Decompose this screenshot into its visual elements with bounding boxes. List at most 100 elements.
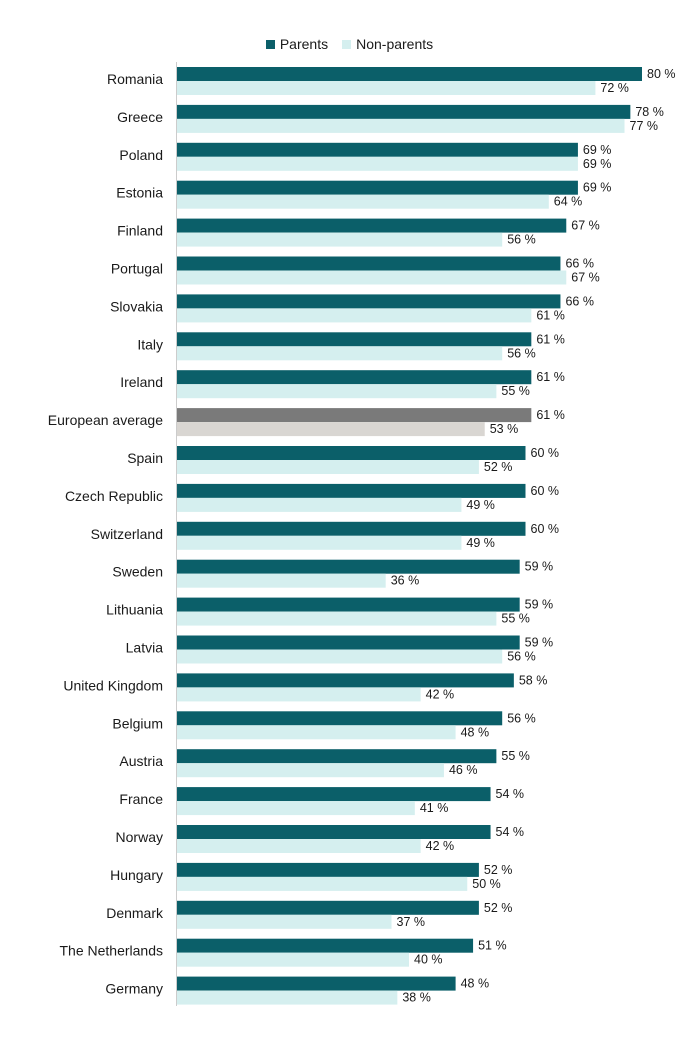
- bar-non-parents-belgium: [176, 725, 456, 740]
- value-label-parents-sweden: 59 %: [525, 560, 554, 574]
- value-label-non-parents-switzerland: 49 %: [466, 536, 495, 550]
- bar-non-parents-austria: [176, 763, 444, 778]
- value-label-parents-belgium: 56 %: [507, 711, 536, 725]
- category-label-finland: Finland: [117, 223, 163, 239]
- legend-label-non-parents: Non-parents: [356, 36, 434, 52]
- bar-parents-united-kingdom: [176, 673, 514, 688]
- value-label-non-parents-norway: 42 %: [426, 839, 455, 853]
- value-label-non-parents-estonia: 64 %: [554, 195, 583, 209]
- bar-parents-spain: [176, 446, 526, 460]
- value-label-non-parents-finland: 56 %: [507, 233, 536, 247]
- value-label-non-parents-czech-republic: 49 %: [466, 498, 495, 512]
- category-label-estonia: Estonia: [116, 185, 163, 201]
- value-label-non-parents-belgium: 48 %: [461, 725, 490, 739]
- legend-item-parents: Parents: [265, 36, 328, 52]
- legend-swatch-non-parents: [342, 39, 352, 49]
- bar-parents-slovakia: [176, 294, 561, 309]
- category-label-norway: Norway: [116, 829, 163, 845]
- value-label-non-parents-lithuania: 55 %: [501, 612, 530, 626]
- bar-non-parents-estonia: [176, 194, 549, 209]
- value-label-non-parents-european-average: 53 %: [490, 422, 518, 436]
- category-label-austria: Austria: [119, 753, 163, 769]
- value-label-non-parents-italy: 56 %: [507, 346, 536, 360]
- category-label-italy: Italy: [137, 336, 163, 352]
- value-label-non-parents-denmark: 37 %: [397, 915, 426, 929]
- category-label-ireland: Ireland: [120, 374, 163, 390]
- value-label-non-parents-ireland: 55 %: [501, 384, 530, 398]
- category-label-switzerland: Switzerland: [91, 526, 163, 542]
- category-label-slovakia: Slovakia: [110, 298, 163, 314]
- bar-parents-poland: [176, 142, 578, 157]
- value-label-parents-denmark: 52 %: [484, 901, 513, 915]
- bar-non-parents-norway: [176, 839, 421, 853]
- value-label-non-parents-the-netherlands: 40 %: [414, 953, 443, 967]
- value-label-parents-hungary: 52 %: [484, 863, 513, 877]
- category-label-hungary: Hungary: [110, 867, 163, 883]
- value-label-parents-austria: 55 %: [501, 749, 530, 763]
- bar-parents-norway: [176, 825, 491, 839]
- category-label-portugal: Portugal: [111, 261, 163, 277]
- bar-non-parents-czech-republic: [176, 497, 462, 512]
- bar-non-parents-lithuania: [176, 611, 497, 626]
- value-label-non-parents-france: 41 %: [420, 801, 449, 815]
- bar-non-parents-poland: [176, 156, 578, 171]
- value-label-non-parents-portugal: 67 %: [571, 271, 600, 285]
- bar-parents-denmark: [176, 900, 479, 915]
- bar-non-parents-ireland: [176, 384, 497, 399]
- bar-parents-belgium: [176, 711, 503, 726]
- value-label-non-parents-austria: 46 %: [449, 763, 478, 777]
- bar-parents-latvia: [176, 635, 520, 650]
- category-label-united-kingdom: United Kingdom: [63, 677, 163, 693]
- legend-item-non-parents: Non-parents: [342, 36, 433, 52]
- category-label-spain: Spain: [127, 450, 163, 466]
- value-label-parents-finland: 67 %: [571, 219, 600, 233]
- value-label-parents-portugal: 66 %: [565, 257, 594, 271]
- category-label-belgium: Belgium: [112, 715, 163, 731]
- category-label-denmark: Denmark: [106, 905, 164, 921]
- bar-parents-finland: [176, 218, 567, 233]
- bar-non-parents-latvia: [176, 649, 503, 664]
- value-label-parents-lithuania: 59 %: [525, 598, 554, 612]
- value-label-non-parents-latvia: 56 %: [507, 650, 536, 664]
- value-label-non-parents-romania: 72 %: [600, 81, 629, 95]
- bar-parents-greece: [176, 104, 631, 119]
- bar-non-parents-united-kingdom: [176, 687, 421, 702]
- category-label-the-netherlands: The Netherlands: [59, 943, 163, 959]
- value-label-non-parents-spain: 52 %: [484, 460, 513, 474]
- bar-parents-sweden: [176, 559, 520, 574]
- bar-parents-portugal: [176, 256, 561, 271]
- value-label-parents-norway: 54 %: [496, 825, 525, 839]
- category-label-latvia: Latvia: [126, 640, 164, 656]
- bar-non-parents-slovakia: [176, 308, 532, 323]
- value-label-parents-latvia: 59 %: [525, 636, 554, 650]
- value-label-non-parents-slovakia: 61 %: [536, 308, 565, 322]
- category-label-sweden: Sweden: [112, 564, 163, 580]
- bar-parents-european-average: [176, 408, 532, 423]
- value-label-parents-switzerland: 60 %: [531, 522, 560, 536]
- value-label-parents-united-kingdom: 58 %: [519, 673, 548, 687]
- value-label-parents-spain: 60 %: [531, 446, 560, 460]
- value-label-non-parents-greece: 77 %: [630, 119, 659, 133]
- value-label-parents-italy: 61 %: [536, 332, 565, 346]
- bar-parents-france: [176, 787, 491, 802]
- bar-non-parents-france: [176, 801, 415, 816]
- bar-parents-italy: [176, 332, 532, 347]
- bar-parents-hungary: [176, 862, 479, 877]
- bar-parents-the-netherlands: [176, 938, 474, 953]
- bar-non-parents-switzerland: [176, 535, 462, 550]
- bar-parents-germany: [176, 976, 456, 991]
- legend: Parents Non-parents: [0, 36, 699, 52]
- category-label-czech-republic: Czech Republic: [65, 488, 163, 504]
- legend-swatch-parents: [265, 39, 275, 49]
- bar-parents-czech-republic: [176, 483, 526, 498]
- value-label-non-parents-united-kingdom: 42 %: [426, 687, 455, 701]
- bar-non-parents-spain: [176, 460, 479, 474]
- value-label-non-parents-germany: 38 %: [402, 991, 431, 1005]
- value-label-parents-estonia: 69 %: [583, 181, 612, 195]
- category-label-poland: Poland: [119, 147, 163, 163]
- value-label-parents-germany: 48 %: [461, 977, 490, 991]
- category-label-germany: Germany: [105, 981, 163, 997]
- value-label-parents-czech-republic: 60 %: [531, 484, 560, 498]
